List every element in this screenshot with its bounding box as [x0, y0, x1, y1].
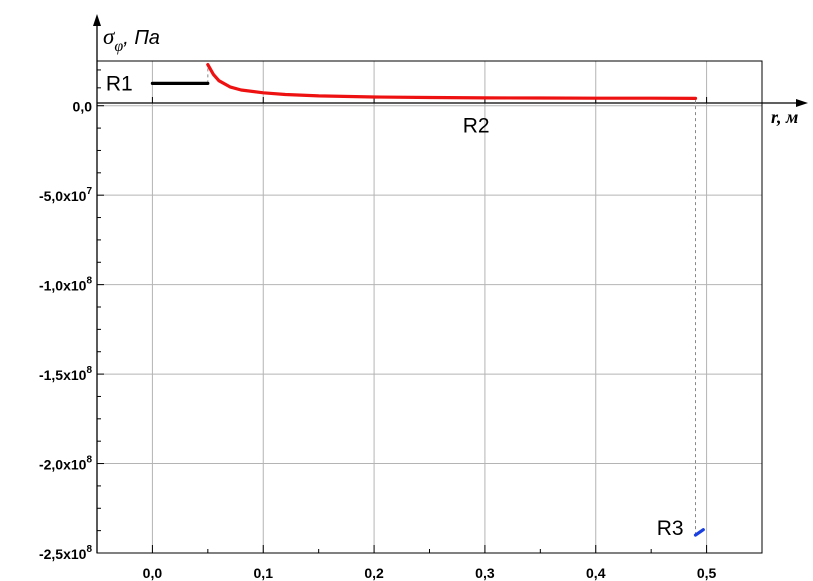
y-tick-label: -1,5x108 — [39, 365, 92, 383]
axes — [93, 14, 808, 553]
y-axis-title: σφ, Па — [103, 24, 160, 55]
x-tick-label: 0,3 — [475, 565, 495, 581]
x-tick-label: 0,4 — [586, 565, 606, 581]
series-label-r2: R2 — [463, 114, 490, 137]
x-tick-label: 0,2 — [364, 565, 384, 581]
y-tick-label: -5,0x107 — [39, 186, 92, 204]
series-line-r3 — [693, 528, 705, 537]
y-tick-exponent: 8 — [86, 365, 92, 376]
x-tick-label: 0,0 — [143, 565, 163, 581]
y-tick-labels: 0,0-5,0x107-1,0x108-1,5x108-2,0x108-2,5x… — [39, 99, 92, 562]
y-tick-exponent: 8 — [86, 455, 92, 466]
y-tick-label: -2,0x108 — [39, 455, 92, 473]
x-axis-title: r, м — [771, 107, 798, 127]
y-tick-label: -1,0x108 — [39, 276, 92, 294]
y-tick-exponent: 8 — [86, 544, 92, 555]
y-tick-exponent: 7 — [86, 186, 92, 197]
series-line-r2 — [206, 62, 698, 101]
y-axis-arrow-icon — [93, 14, 101, 26]
x-tick-label: 0,1 — [254, 565, 274, 581]
y-tick-mantissa: -1,5x10 — [39, 367, 87, 383]
x-tick-label: 0,5 — [697, 565, 717, 581]
series-label-r3: R3 — [657, 517, 684, 540]
x-axis-arrow-icon — [796, 99, 808, 107]
y-tick-label: 0,0 — [73, 99, 93, 115]
series-group — [150, 62, 705, 537]
ticks — [97, 69, 708, 554]
y-tick-mantissa: 0,0 — [73, 99, 93, 115]
y-tick-mantissa: -2,0x10 — [39, 457, 87, 473]
y-tick-exponent: 8 — [86, 276, 92, 287]
x-tick-labels: 0,0 0,1 0,2 0,3 0,4 0,5 — [143, 565, 717, 581]
y-tick-mantissa: -1,0x10 — [39, 278, 87, 294]
reference-lines — [207, 64, 696, 536]
y-tick-mantissa: -2,5x10 — [39, 546, 87, 562]
y-tick-label: -2,5x108 — [39, 544, 92, 562]
series-label-r1: R1 — [106, 72, 133, 95]
y-tick-mantissa: -5,0x10 — [39, 188, 87, 204]
series-annotations: R1 R2 R3 — [106, 72, 684, 540]
